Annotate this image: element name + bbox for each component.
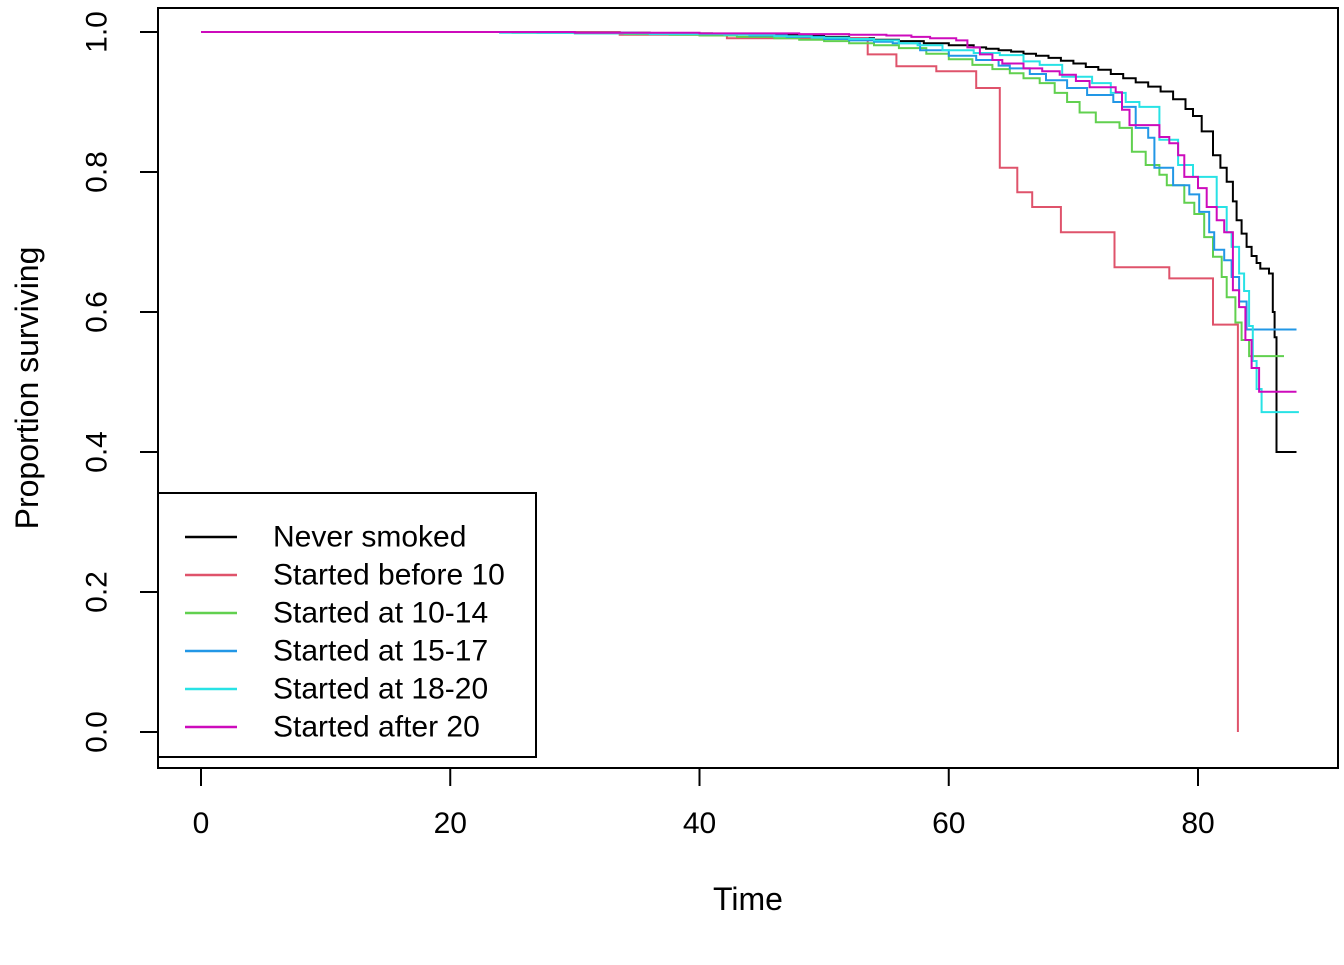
y-axis: 0.0 0.2 0.4 0.6 0.8 1.0 xyxy=(81,11,158,753)
x-tick-label: 0 xyxy=(193,807,210,840)
y-tick-label: 0.6 xyxy=(81,291,114,333)
legend: Never smoked Started before 10 Started at … xyxy=(157,492,537,758)
plot-border xyxy=(157,7,1339,769)
curve-started-at-10-14 xyxy=(201,31,1284,358)
curve-started-after-20 xyxy=(201,31,1297,393)
legend-item: Started at 10-14 xyxy=(185,597,488,630)
legend-item: Never smoked xyxy=(185,521,466,554)
legend-item: Started before 10 xyxy=(185,559,505,592)
x-tick-label: 40 xyxy=(683,807,716,840)
curves-layer xyxy=(201,31,1299,732)
legend-label: Started at 18-20 xyxy=(273,673,488,706)
y-tick-label: 0.0 xyxy=(81,711,114,753)
x-tick-label: 60 xyxy=(932,807,965,840)
y-tick-label: 0.8 xyxy=(81,151,114,193)
legend-label: Started after 20 xyxy=(273,711,480,744)
x-tick-label: 20 xyxy=(434,807,467,840)
legend-box xyxy=(157,492,537,758)
y-axis-title: Proportion surviving xyxy=(9,247,45,530)
legend-label: Started at 15-17 xyxy=(273,635,488,668)
legend-item: Started at 18-20 xyxy=(185,673,488,706)
legend-label: Started before 10 xyxy=(273,559,505,592)
y-tick-label: 0.4 xyxy=(81,431,114,473)
curve-started-at-18-20 xyxy=(201,31,1299,414)
x-axis-title: Time xyxy=(713,881,783,917)
legend-label: Never smoked xyxy=(273,521,466,554)
y-tick-label: 1.0 xyxy=(81,11,114,53)
legend-item: Started after 20 xyxy=(185,711,480,744)
curve-never-smoked xyxy=(201,31,1297,453)
legend-label: Started at 10-14 xyxy=(273,597,488,630)
x-axis: 0 20 40 60 80 xyxy=(193,768,1215,840)
curve-started-at-15-17 xyxy=(201,31,1297,331)
y-tick-label: 0.2 xyxy=(81,571,114,613)
legend-item: Started at 15-17 xyxy=(185,635,488,668)
x-tick-label: 80 xyxy=(1181,807,1214,840)
